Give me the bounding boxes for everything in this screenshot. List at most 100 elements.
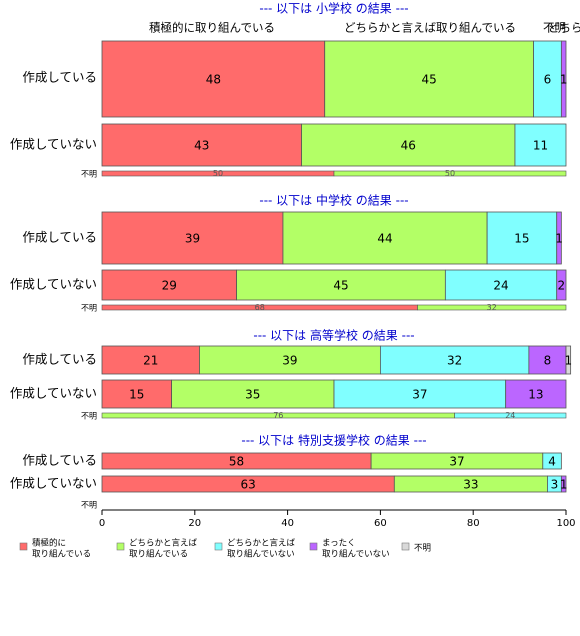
bar-value-label: 21 — [143, 354, 158, 368]
panel-title: --- 以下は 中学校 の結果 --- — [259, 193, 408, 208]
legend-swatch — [401, 542, 410, 551]
row-label: 不明 — [81, 304, 97, 313]
bar-value-label: 24 — [493, 279, 508, 293]
row-label: 作成していない — [10, 386, 97, 401]
bar-value-label: 35 — [245, 388, 260, 402]
bar-value-label: 37 — [412, 388, 427, 402]
x-tick-label: 60 — [374, 518, 387, 529]
bar-segment — [528, 345, 567, 375]
bar-value-label: 68 — [255, 303, 265, 312]
bar-value-label: 1 — [564, 354, 572, 368]
bar-value-label: 1 — [560, 478, 568, 492]
legend-label: 取り組んでいない — [227, 549, 295, 560]
bar-segment — [556, 269, 567, 301]
bar-segment — [301, 123, 516, 167]
bar-segment — [505, 379, 567, 409]
bar-segment — [282, 211, 488, 265]
row-label: 不明 — [81, 501, 97, 510]
bar-value-label: 76 — [273, 411, 283, 420]
row-label: 作成している — [22, 352, 97, 367]
bar-value-label: 1 — [555, 232, 563, 246]
bar-segment — [333, 170, 567, 177]
bar-value-label: 33 — [463, 478, 478, 492]
bar-segment — [101, 211, 284, 265]
bar-value-label: 50 — [213, 169, 223, 178]
bar-value-label: 45 — [333, 279, 348, 293]
row-label: 作成している — [22, 453, 97, 468]
bar-segment — [199, 345, 381, 375]
bar-segment — [101, 123, 302, 167]
row-label: 不明 — [81, 412, 97, 421]
bar-segment — [556, 211, 562, 265]
panel-title: --- 以下は 特別支援学校 の結果 --- — [241, 433, 426, 448]
bar-segment — [514, 123, 567, 167]
bar-value-label: 58 — [229, 455, 244, 469]
top-header-label: どちらかと言えば — [548, 21, 580, 35]
legend-swatch — [116, 542, 125, 551]
panel-title: --- 以下は 小学校 の結果 --- — [259, 1, 408, 16]
bar-segment — [236, 269, 446, 301]
bar-value-label: 24 — [505, 411, 515, 420]
bar-value-label: 29 — [162, 279, 177, 293]
legend-label: どちらかと言えば — [129, 538, 198, 549]
x-tick-label: 100 — [556, 518, 575, 529]
top-header-label: 不明 — [543, 21, 566, 35]
bar-value-label: 39 — [282, 354, 297, 368]
row-label: 不明 — [81, 170, 97, 179]
bar-segment — [101, 269, 237, 301]
row-label: 作成している — [22, 70, 97, 85]
legend-label: 取り組んでいる — [32, 549, 91, 560]
legend-swatch — [214, 542, 223, 551]
legend-label: どちらかと言えば — [227, 538, 296, 549]
bar-value-label: 15 — [514, 232, 529, 246]
bar-value-label: 39 — [185, 232, 200, 246]
bar-value-label: 63 — [241, 478, 256, 492]
bar-segment — [560, 475, 567, 493]
top-header-label: どちらかと言えば取り組んでいる — [344, 21, 516, 35]
bar-value-label: 15 — [129, 388, 144, 402]
bar-value-label: 2 — [558, 279, 566, 293]
legend-label: 取り組んでいる — [129, 549, 188, 560]
row-label: 作成していない — [10, 137, 97, 152]
row-label: 作成している — [22, 230, 97, 245]
bar-segment — [542, 452, 562, 470]
legend-swatch — [19, 542, 28, 551]
x-tick-label: 0 — [99, 518, 105, 529]
bar-value-label: 32 — [487, 303, 497, 312]
legend-label: 不明 — [414, 544, 431, 554]
bar-segment — [444, 269, 558, 301]
bar-value-label: 45 — [421, 73, 436, 87]
row-label: 作成していない — [10, 476, 97, 491]
bar-value-label: 6 — [544, 73, 552, 87]
bar-value-label: 37 — [449, 455, 464, 469]
bar-value-label: 46 — [401, 139, 416, 153]
legend-label: まったく — [322, 539, 356, 549]
bar-value-label: 13 — [528, 388, 543, 402]
bar-value-label: 11 — [533, 139, 548, 153]
bar-segment — [454, 412, 567, 419]
legend-label: 取り組んでいない — [322, 549, 390, 560]
bar-value-label: 50 — [445, 169, 455, 178]
bar-segment — [417, 304, 567, 311]
bar-segment — [101, 379, 172, 409]
bar-segment — [560, 40, 567, 118]
bar-value-label: 1 — [560, 73, 568, 87]
x-tick-label: 40 — [281, 518, 294, 529]
bar-segment — [379, 345, 530, 375]
legend-swatch — [309, 542, 318, 551]
bar-value-label: 44 — [377, 232, 392, 246]
bar-value-label: 3 — [551, 478, 559, 492]
panel-title: --- 以下は 高等学校 の結果 --- — [253, 328, 414, 343]
bar-segment — [171, 379, 335, 409]
x-tick-label: 80 — [467, 518, 480, 529]
bar-value-label: 32 — [447, 354, 462, 368]
legend-label: 積極的に — [32, 538, 66, 549]
bar-value-label: 43 — [194, 139, 209, 153]
x-tick-label: 20 — [188, 518, 201, 529]
bar-value-label: 8 — [544, 354, 552, 368]
bar-segment — [333, 379, 507, 409]
bar-value-label: 4 — [548, 455, 556, 469]
bar-value-label: 48 — [206, 73, 221, 87]
